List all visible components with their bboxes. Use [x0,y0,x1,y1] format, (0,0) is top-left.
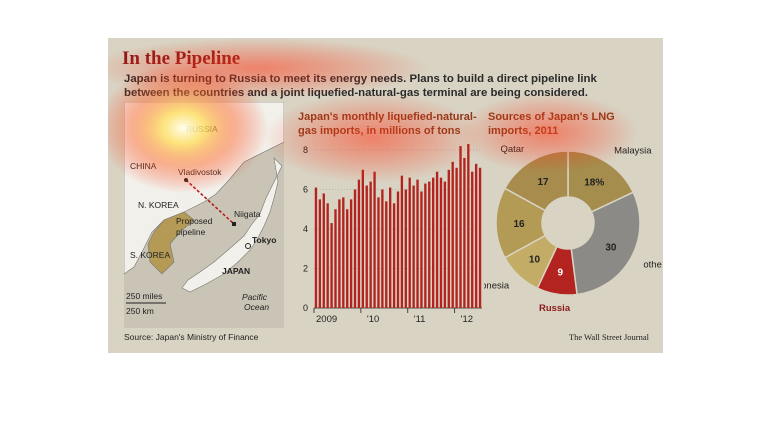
bar [471,171,474,308]
lng-donut-chart: Sources of Japan's LNG imports, 2011 18%… [484,111,662,314]
bar [385,201,388,308]
bar [392,203,396,308]
bar-chart-title-line2: gas imports, in millions of tons [298,125,461,137]
y-tick-label: 0 [303,303,308,313]
donut-slices-group: 18%Malaysia30others9Russia10Indonesia16A… [484,144,662,314]
bar-axis-group: 0 2 4 6 8 2009 '10 '11 '12 [303,145,482,325]
bar [467,144,470,308]
label-tokyo: Tokyo [252,235,276,245]
bar [424,183,427,308]
vladivostok-marker [184,178,188,182]
bar [369,181,372,308]
bar [400,175,404,308]
label-russia: RUSSIA [186,124,218,134]
bar [373,171,376,308]
bar [314,187,318,308]
bar [361,169,365,308]
bar [377,197,380,308]
bar [439,177,443,308]
slice-value-label: 10 [529,255,541,266]
scale-km: 250 km [126,306,154,316]
label-niigata: Niigata [234,209,261,219]
x-tick-label: '12 [461,314,473,325]
label-n-korea: N. KOREA [138,200,179,210]
bar [443,181,447,308]
bar [357,179,361,308]
bar [463,157,466,308]
bar [478,167,482,308]
page-subtitle: Japan is turning to Russia to meet its e… [124,73,597,99]
bar [326,203,329,308]
scale-miles: 250 miles [126,291,162,301]
bar [389,187,392,308]
bar-chart-title: Japan's monthly liquefied-natural- [298,111,477,123]
japan-islands [181,157,283,293]
bar [381,189,384,308]
bar-marks-group [314,144,482,308]
slice-category-label: Qatar [500,144,524,155]
label-pipeline-2: pipeline [176,227,206,237]
infographic-card: In the Pipeline Japan is turning to Russ… [108,38,663,353]
slice-value-label: 16 [513,219,525,230]
source-note: Source: Japan's Ministry of Finance [124,332,259,342]
bar [412,185,415,308]
bar [408,177,411,308]
bar [447,169,450,308]
y-tick-label: 4 [303,224,308,234]
bar [404,189,407,308]
donut-slice-others [570,191,641,296]
korea-peninsula [147,211,195,275]
bar [353,189,357,308]
label-japan: JAPAN [222,266,250,276]
bar [349,199,353,308]
tokyo-marker [245,243,251,249]
credit-note: The Wall Street Journal [568,332,649,342]
x-tick-label: '11 [414,314,426,325]
y-tick-label: 2 [303,264,308,274]
slice-category-label: Malaysia [614,145,652,156]
bar [365,185,368,308]
x-tick-label: '10 [367,314,379,325]
y-tick-label: 8 [303,145,308,155]
bar [459,146,462,308]
bar [455,167,458,308]
lng-bar-chart: Japan's monthly liquefied-natural- gas i… [298,111,482,325]
bar [435,171,439,308]
slice-value-label: 9 [558,267,564,278]
slice-value-label: 18% [584,178,604,189]
label-ocean: Pacific [242,292,268,302]
slice-value-label: 17 [537,177,549,188]
label-vladivostok: Vladivostok [178,167,222,177]
bar [322,193,325,308]
slice-category-label: Indonesia [484,281,510,292]
bar [342,197,345,308]
bar [346,209,349,308]
label-s-korea: S. KOREA [130,250,170,260]
bar [451,161,454,308]
x-tick-label: 2009 [316,314,337,325]
slice-category-label: Russia [539,303,571,314]
bar [416,179,419,308]
label-pipeline: Proposed [176,216,213,226]
slice-category-label: others [643,259,662,270]
bar [396,191,400,308]
label-ocean-2: Ocean [244,302,269,312]
bar [420,191,423,308]
label-china: CHINA [130,161,157,171]
region-map: RUSSIA CHINA Vladivostok N. KOREA S. KOR… [124,102,284,328]
bar [334,209,337,308]
bar [474,163,478,308]
y-tick-label: 6 [303,185,308,195]
bar [318,199,322,308]
bar [428,181,431,308]
page-title: In the Pipeline [122,48,241,69]
bar [330,223,333,308]
donut-chart-title-line2: imports, 2011 [488,125,558,137]
bar [431,177,435,308]
slice-value-label: 30 [605,243,617,254]
niigata-marker [232,222,236,226]
donut-chart-title: Sources of Japan's LNG [488,111,615,123]
bar [338,199,341,308]
